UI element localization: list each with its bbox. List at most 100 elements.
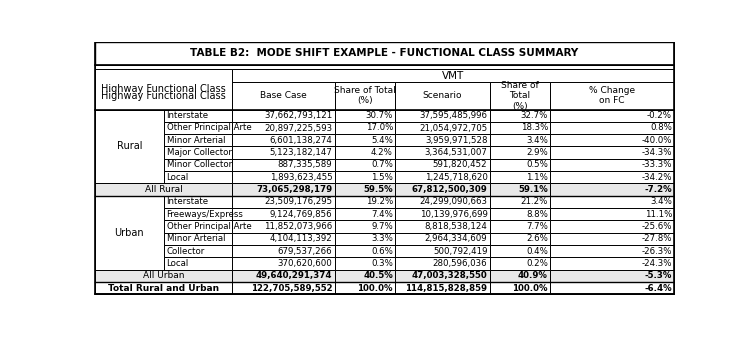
Text: 18.3%: 18.3%: [520, 124, 548, 133]
Bar: [164, 233, 232, 245]
Text: Minor Arterial: Minor Arterial: [166, 136, 225, 145]
Bar: [164, 245, 232, 258]
Bar: [232, 282, 334, 294]
Bar: [550, 196, 674, 208]
Bar: [94, 183, 232, 196]
Bar: [334, 233, 395, 245]
Text: Minor Collector: Minor Collector: [166, 160, 232, 169]
Bar: [334, 208, 395, 220]
Bar: [490, 220, 550, 233]
Bar: [94, 282, 232, 294]
Bar: [490, 270, 550, 282]
Bar: [232, 208, 334, 220]
Bar: [334, 183, 395, 196]
Bar: [395, 220, 490, 233]
Text: -27.8%: -27.8%: [641, 235, 672, 243]
Text: 370,620,600: 370,620,600: [278, 259, 332, 268]
Text: Total Rural and Urban: Total Rural and Urban: [108, 284, 219, 293]
Bar: [334, 134, 395, 147]
Bar: [334, 245, 395, 258]
Text: 11.1%: 11.1%: [644, 210, 672, 219]
Bar: [232, 134, 334, 147]
Text: 3.3%: 3.3%: [371, 235, 393, 243]
Text: -0.2%: -0.2%: [647, 111, 672, 120]
Bar: [94, 65, 674, 70]
Bar: [550, 220, 674, 233]
Bar: [395, 245, 490, 258]
Bar: [395, 122, 490, 134]
Bar: [490, 282, 550, 294]
Bar: [164, 134, 232, 147]
Bar: [395, 183, 490, 196]
Text: Other Principal Arte: Other Principal Arte: [166, 222, 251, 231]
Text: 2.6%: 2.6%: [526, 235, 548, 243]
Bar: [232, 171, 334, 183]
Bar: [550, 258, 674, 270]
Text: Rural: Rural: [117, 142, 142, 151]
Text: 8,818,538,124: 8,818,538,124: [424, 222, 488, 231]
Text: 8.8%: 8.8%: [526, 210, 548, 219]
Text: 3,959,971,528: 3,959,971,528: [425, 136, 488, 145]
Text: Share of Total
(%): Share of Total (%): [334, 86, 396, 105]
Bar: [164, 208, 232, 220]
Text: Interstate: Interstate: [166, 111, 208, 120]
Bar: [232, 258, 334, 270]
Bar: [550, 245, 674, 258]
Text: 7.4%: 7.4%: [371, 210, 393, 219]
Text: Local: Local: [166, 259, 189, 268]
Bar: [550, 122, 674, 134]
Text: 280,596,036: 280,596,036: [433, 259, 488, 268]
Text: 500,792,419: 500,792,419: [433, 247, 488, 256]
Text: 40.9%: 40.9%: [518, 271, 548, 280]
Text: 0.6%: 0.6%: [371, 247, 393, 256]
Text: 2,964,334,609: 2,964,334,609: [424, 235, 488, 243]
Bar: [550, 171, 674, 183]
Text: 0.7%: 0.7%: [371, 160, 393, 169]
Text: Interstate: Interstate: [166, 197, 208, 206]
Bar: [164, 147, 232, 159]
Bar: [395, 196, 490, 208]
Bar: [490, 147, 550, 159]
Text: 5.4%: 5.4%: [371, 136, 393, 145]
Bar: [395, 110, 490, 122]
Bar: [395, 82, 490, 110]
Bar: [550, 134, 674, 147]
Text: 122,705,589,552: 122,705,589,552: [251, 284, 332, 293]
Bar: [490, 134, 550, 147]
Bar: [334, 196, 395, 208]
Bar: [550, 183, 674, 196]
Text: 0.2%: 0.2%: [526, 259, 548, 268]
Bar: [334, 159, 395, 171]
Text: Urban: Urban: [115, 228, 144, 238]
Text: 37,662,793,121: 37,662,793,121: [264, 111, 332, 120]
Bar: [232, 159, 334, 171]
Text: 9.7%: 9.7%: [371, 222, 393, 231]
Text: 100.0%: 100.0%: [358, 284, 393, 293]
Text: -5.3%: -5.3%: [644, 271, 672, 280]
Text: -34.2%: -34.2%: [641, 173, 672, 182]
Text: -34.3%: -34.3%: [641, 148, 672, 157]
Bar: [232, 147, 334, 159]
Bar: [395, 208, 490, 220]
Bar: [334, 220, 395, 233]
Text: 0.8%: 0.8%: [650, 124, 672, 133]
Bar: [550, 208, 674, 220]
Bar: [232, 220, 334, 233]
Text: 67,812,500,309: 67,812,500,309: [412, 185, 488, 194]
Bar: [232, 233, 334, 245]
Bar: [550, 82, 674, 110]
Bar: [232, 270, 334, 282]
Bar: [334, 82, 395, 110]
Text: 1,893,623,455: 1,893,623,455: [270, 173, 332, 182]
Text: 9,124,769,856: 9,124,769,856: [270, 210, 332, 219]
Text: 679,537,266: 679,537,266: [278, 247, 332, 256]
Text: 3.4%: 3.4%: [526, 136, 548, 145]
Text: -33.3%: -33.3%: [641, 160, 672, 169]
Bar: [232, 196, 334, 208]
Bar: [334, 270, 395, 282]
Text: Highway Functional Class: Highway Functional Class: [101, 85, 226, 95]
Bar: [94, 82, 232, 110]
Bar: [550, 233, 674, 245]
Text: -40.0%: -40.0%: [641, 136, 672, 145]
Text: -6.4%: -6.4%: [644, 284, 672, 293]
